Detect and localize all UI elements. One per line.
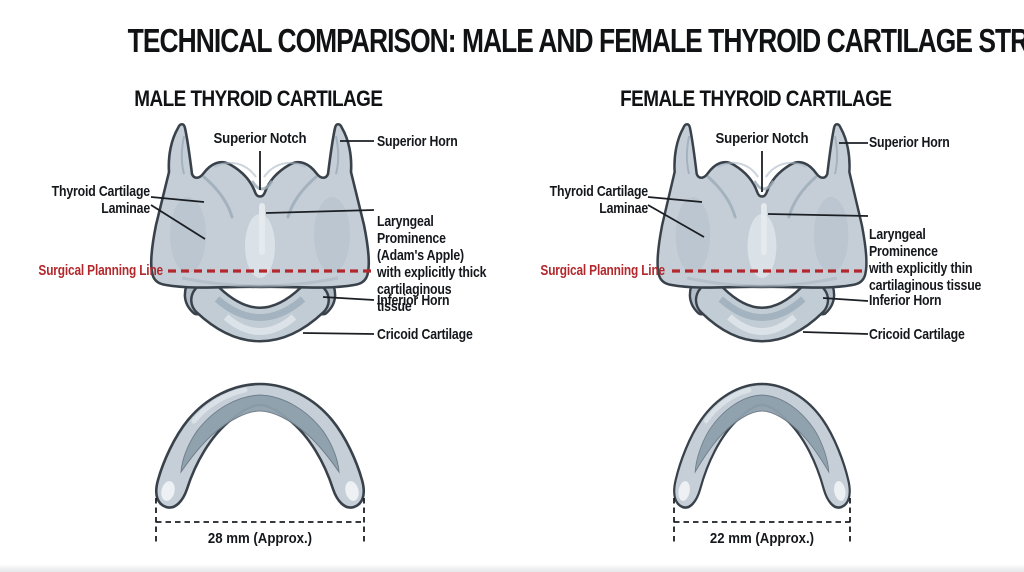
leader-line-cricoid bbox=[302, 332, 375, 335]
label-superior-notch: Superior Notch bbox=[213, 130, 307, 147]
prominence-text-tail: cartilaginous tissue bbox=[869, 277, 982, 294]
leader-line-prominence bbox=[767, 213, 869, 217]
panel-heading-male: MALE THYROID CARTILAGE bbox=[2, 85, 514, 113]
bottom-edge-shade bbox=[0, 564, 1024, 572]
male-illustration-canvas bbox=[0, 0, 512, 543]
label-inferior-horn: Inferior Horn bbox=[377, 292, 450, 309]
label-thyroid-cartilage-laminae: Thyroid Cartilage Laminae bbox=[51, 183, 151, 217]
prominence-text: Laryngeal Prominence (Adam's Apple) with… bbox=[377, 213, 464, 281]
label-cricoid-cartilage: Cricoid Cartilage bbox=[869, 326, 965, 343]
prominence-text: Laryngeal Prominence with explicitly bbox=[869, 226, 948, 277]
panel-heading-female-text: FEMALE THYROID CARTILAGE bbox=[620, 86, 892, 111]
panel-female: FEMALE THYROID CARTILAGE Superior Notch … bbox=[512, 0, 1024, 572]
label-superior-horn: Superior Horn bbox=[377, 133, 458, 150]
leader-line-laminae-upper bbox=[150, 196, 205, 203]
leader-line-laminae-lower bbox=[150, 204, 206, 240]
female-leader-lines bbox=[647, 142, 869, 335]
panel-heading-male-text: MALE THYROID CARTILAGE bbox=[133, 86, 383, 111]
female-cross-section-illustration bbox=[674, 384, 850, 508]
label-measurement-female: 22 mm (Approx.) bbox=[709, 530, 815, 547]
leader-line-laminae-upper bbox=[647, 196, 703, 203]
male-cross-section-illustration bbox=[156, 384, 363, 508]
female-illustration-canvas bbox=[512, 0, 1024, 543]
panel-male: MALE THYROID CARTILAGE Superior Notch Su… bbox=[0, 0, 514, 547]
leader-line-cricoid bbox=[802, 331, 869, 335]
leader-line-inferior-horn bbox=[322, 296, 375, 301]
prominence-text-tail: cartilaginous tissue bbox=[377, 281, 452, 315]
label-laryngeal-prominence: Laryngeal Prominence (Adam's Apple) with… bbox=[377, 196, 488, 315]
label-measurement-male: 28 mm (Approx.) bbox=[207, 530, 313, 547]
female-dimension-lines bbox=[673, 498, 851, 543]
prominence-emphasis: thin bbox=[950, 260, 973, 277]
label-surgical-planning-line: Surgical Planning Line bbox=[540, 263, 665, 279]
label-cricoid-cartilage: Cricoid Cartilage bbox=[377, 326, 473, 343]
label-thyroid-cartilage-laminae: Thyroid Cartilage Laminae bbox=[549, 183, 649, 217]
leader-line-laminae-lower bbox=[647, 204, 705, 238]
male-leader-lines bbox=[150, 140, 375, 335]
leader-line-inferior-horn bbox=[822, 297, 869, 302]
page-title-text: TECHNICAL COMPARISON: MALE AND FEMALE TH… bbox=[127, 22, 1024, 59]
label-laryngeal-prominence: Laryngeal Prominence with explicitly thi… bbox=[869, 209, 996, 294]
page-title: TECHNICAL COMPARISON: MALE AND FEMALE TH… bbox=[0, 22, 1024, 60]
label-superior-notch: Superior Notch bbox=[715, 130, 809, 147]
label-inferior-horn: Inferior Horn bbox=[869, 292, 942, 309]
label-superior-horn: Superior Horn bbox=[869, 134, 950, 151]
label-surgical-planning-line: Surgical Planning Line bbox=[38, 263, 163, 279]
leader-line-prominence bbox=[265, 209, 375, 214]
male-dimension-lines bbox=[155, 498, 365, 543]
panel-heading-female: FEMALE THYROID CARTILAGE bbox=[500, 85, 1012, 113]
prominence-emphasis: thick bbox=[458, 264, 487, 281]
